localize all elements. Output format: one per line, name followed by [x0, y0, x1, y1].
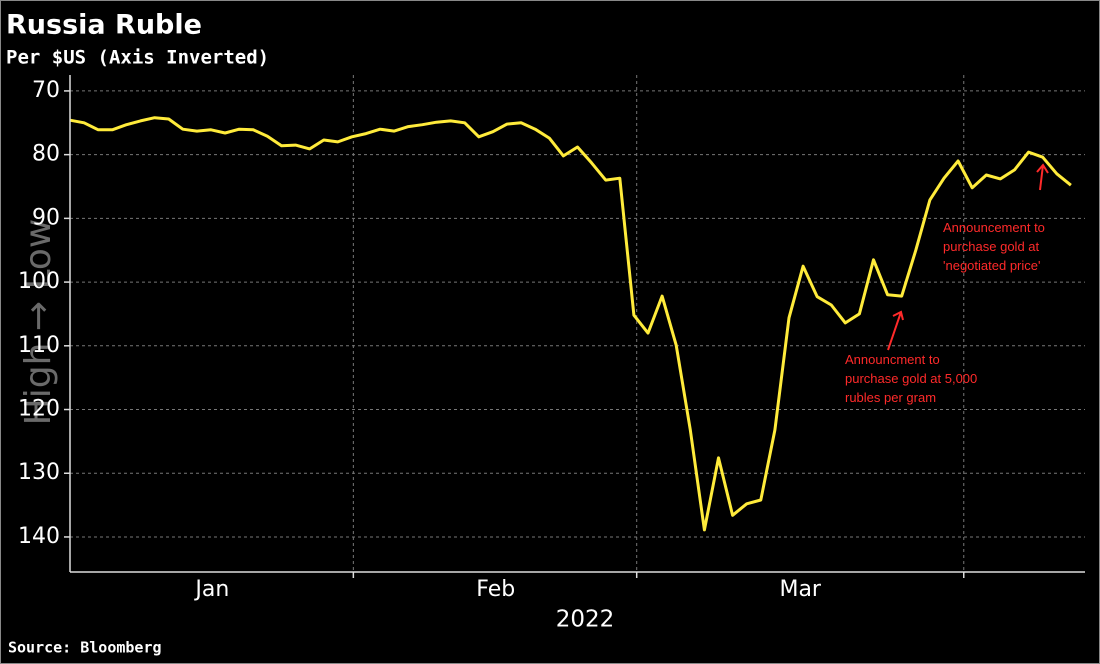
annotation-line: rubles per gram: [845, 390, 936, 405]
y-tick-label: 90: [32, 205, 60, 230]
y-tick-label: 130: [18, 460, 60, 485]
x-tick-label: Jan: [193, 577, 229, 602]
plot: [69, 116, 1072, 532]
annotation-arrow: [887, 310, 904, 351]
y-axis-label: High → Low: [18, 219, 59, 426]
y-tick-label: 80: [32, 142, 60, 167]
y-tick-label: 100: [18, 269, 60, 294]
x-tick-label: Feb: [476, 577, 515, 602]
x-tick-label: Mar: [779, 577, 821, 602]
annotation-line: purchase gold at 5,000: [845, 371, 977, 386]
annotation-line: purchase gold at: [943, 239, 1040, 254]
y-tick-label: 70: [32, 78, 60, 103]
y-tick-label: 140: [18, 524, 60, 549]
annotation-text: Announcment to purchase gold at 5,000 ru…: [845, 352, 981, 405]
annotation-line: 'negotiated price': [943, 258, 1040, 273]
line-series: [69, 116, 1072, 532]
grid: 70 80 90 100 110 120 130 140 Jan Feb Mar: [18, 75, 1085, 602]
y-tick-label: 110: [18, 333, 60, 358]
y-tick-label: 120: [18, 397, 60, 422]
x-axis-label: 2022: [556, 607, 615, 633]
chart-title: Russia Ruble: [6, 10, 202, 41]
annotation-line: Announcment to: [845, 352, 940, 367]
source: Source: Bloomberg: [8, 639, 162, 657]
annotation-arrow: [1036, 163, 1049, 191]
annotation-line: Announcement to: [943, 220, 1045, 235]
annotation-text: Announcement to purchase gold at 'negoti…: [943, 220, 1049, 273]
chart-subtitle: Per $US (Axis Inverted): [6, 47, 269, 69]
annotation: Announcment to purchase gold at 5,000 ru…: [845, 163, 1049, 405]
